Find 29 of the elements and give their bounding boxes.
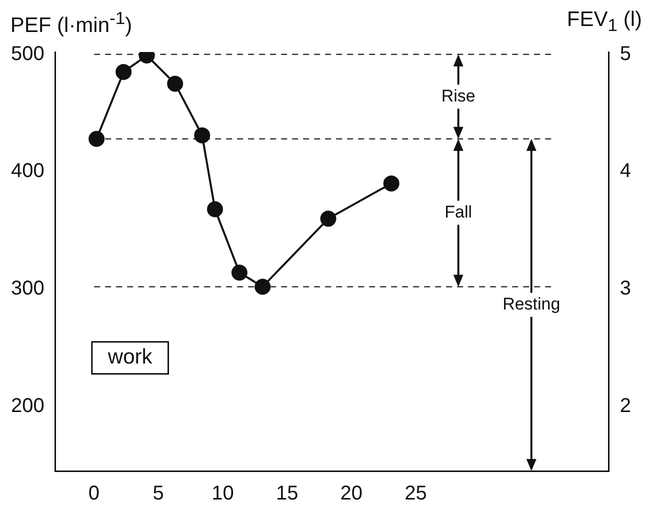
x-tick-label: 10 [212,482,234,505]
annotation: Resting [502,294,560,314]
y-tick-label: 400 [10,160,44,182]
point [116,64,132,80]
point [206,201,223,218]
annotation: Fall [444,202,472,222]
point [167,76,184,92]
point [194,127,210,144]
point [231,264,248,281]
y2-tick-label: 4 [620,160,631,182]
x-tick-label: 20 [340,482,363,505]
annotation: work [106,346,153,369]
y-tick-label: 200 [10,394,44,417]
y2-tick-label: 3 [620,278,631,300]
y2-axis-title: FEV$_{1}$ (l) [566,8,642,36]
point [320,210,336,227]
annotation: Rise [441,86,476,106]
x-tick-label: 25 [404,482,427,505]
y-axis-title: PEF (l·min$^{-1}$) [10,8,132,38]
y-tick-label: 300 [10,278,44,300]
x-tick-label: 15 [276,482,298,505]
x-tick-label: 5 [152,482,164,505]
x-tick-label: 0 [88,482,100,505]
point [383,175,400,192]
point [88,130,105,147]
y-tick-label: 500 [10,42,44,65]
y2-tick-label: 2 [620,394,631,417]
point [254,278,271,295]
y2-tick-label: 5 [620,42,631,65]
